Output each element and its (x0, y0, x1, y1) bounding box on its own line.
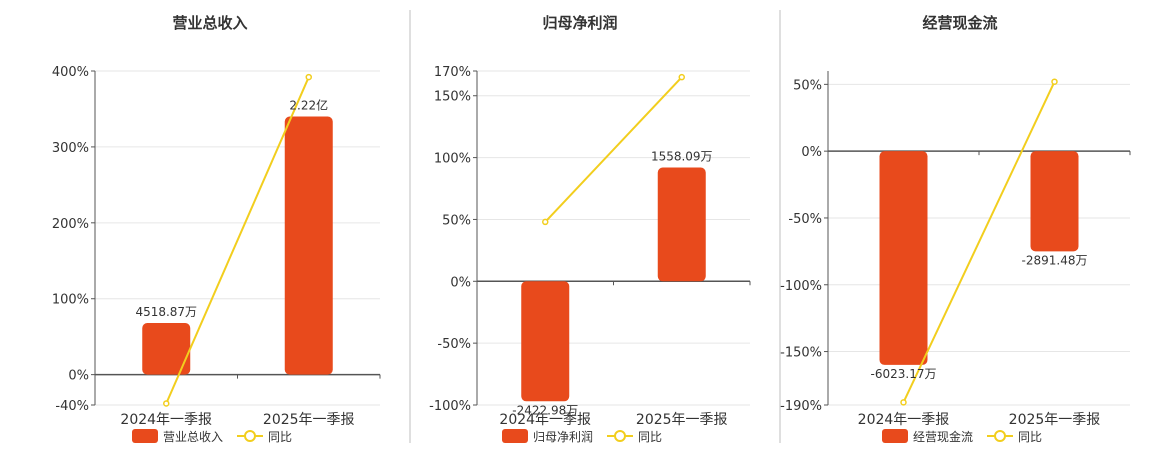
y-tick-label: 0% (801, 145, 822, 160)
y-tick-label: -100% (429, 399, 471, 414)
yoy-point (678, 73, 685, 81)
bar-data-label: -2422.98万 (512, 403, 578, 417)
y-tick-label: 100% (434, 152, 471, 167)
legend-line-marker (614, 430, 626, 442)
yoy-point (163, 400, 170, 407)
bar (1030, 151, 1079, 252)
x-tick-label: 2025年一季报 (636, 412, 728, 428)
y-tick-label: 400% (52, 65, 89, 80)
yoy-point (1051, 78, 1058, 85)
legend-bar-swatch (132, 429, 158, 443)
legend-bar-swatch (882, 429, 908, 443)
legend-line-marker (244, 430, 256, 442)
legend-line-label: 同比 (638, 430, 662, 444)
y-tick-label: -190% (780, 399, 822, 414)
y-tick-label: 0% (450, 275, 471, 290)
chart-title: 营业总收入 (172, 14, 247, 32)
bar (879, 151, 928, 365)
yoy-point (900, 399, 907, 406)
x-tick-label: 2024年一季报 (858, 412, 950, 428)
legend-bar-swatch (502, 429, 528, 443)
y-tick-label: 300% (52, 141, 89, 156)
legend-bar-label: 经营现金流 (913, 429, 973, 444)
x-tick-label: 2025年一季报 (263, 412, 355, 428)
y-tick-label: -100% (780, 279, 822, 294)
bar-data-label: 1558.09万 (651, 149, 713, 163)
y-tick-label: -150% (780, 346, 822, 361)
y-tick-label: 0% (68, 369, 89, 384)
x-tick-label: 2024年一季报 (499, 412, 591, 428)
y-tick-label: 100% (52, 293, 89, 308)
legend-bar-label: 营业总收入 (163, 430, 223, 444)
x-tick-label: 2025年一季报 (1009, 412, 1101, 428)
bar-data-label: -6023.17万 (871, 367, 937, 381)
yoy-line (902, 81, 1056, 403)
yoy-point (542, 218, 549, 226)
bar-data-label: 4518.87万 (135, 305, 197, 319)
bar (284, 116, 333, 375)
legend-line-label: 同比 (1018, 430, 1042, 444)
x-tick-label: 2024年一季报 (120, 412, 212, 428)
y-tick-label: 150% (434, 90, 471, 105)
y-tick-label: 200% (52, 217, 89, 232)
bar (142, 323, 191, 375)
bar-data-label: 2.22亿 (289, 98, 328, 113)
yoy-line (544, 76, 683, 223)
y-tick-label: -40% (55, 399, 89, 414)
legend-line-label: 同比 (268, 430, 292, 444)
y-tick-label: 50% (442, 213, 471, 228)
bar-data-label: -2891.48万 (1022, 253, 1088, 267)
y-tick-label: -50% (788, 212, 822, 227)
legend-line-marker (994, 430, 1006, 442)
y-tick-label: 50% (793, 78, 822, 93)
bar (657, 167, 706, 282)
chart-title: 归母净利润 (542, 14, 617, 32)
legend-bar-label: 归母净利润 (533, 430, 593, 444)
yoy-point (305, 73, 312, 81)
chart-title: 经营现金流 (922, 14, 997, 32)
yoy-line (165, 76, 310, 404)
y-tick-label: 170% (434, 65, 471, 80)
y-tick-label: -50% (437, 337, 471, 352)
bar (521, 281, 570, 402)
